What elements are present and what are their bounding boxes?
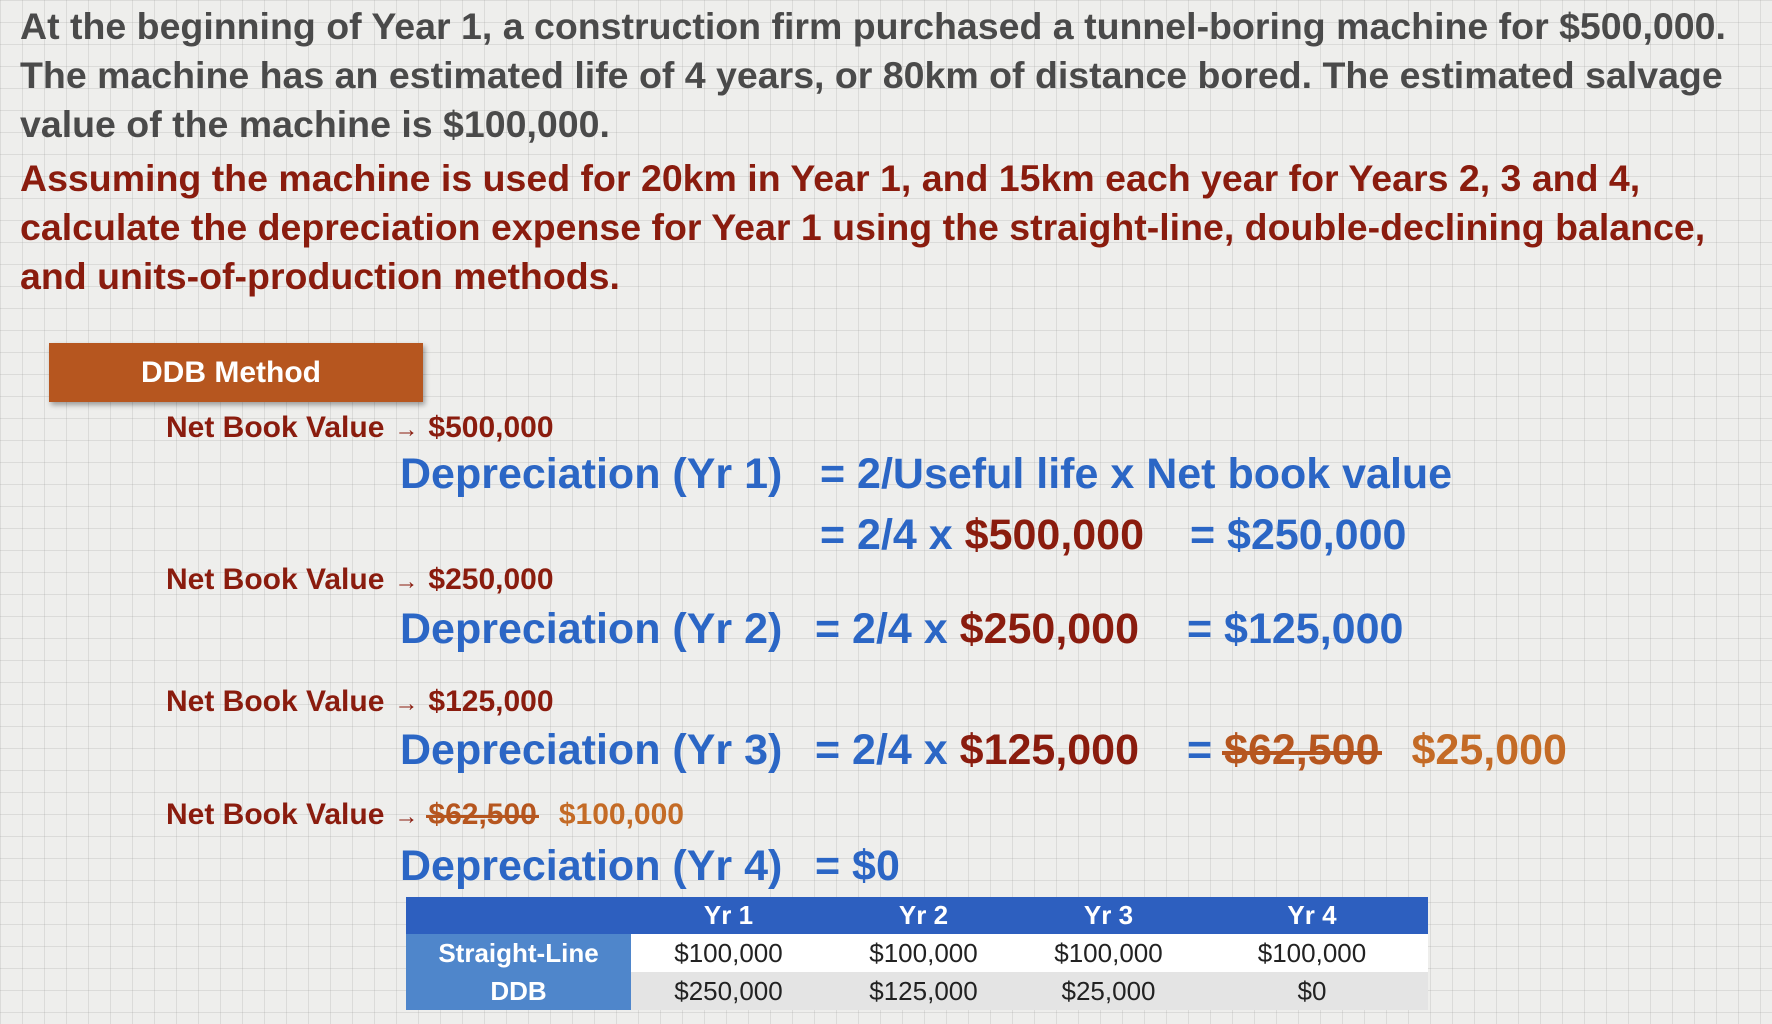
problem-statement: At the beginning of Year 1, a constructi… (20, 5, 1726, 145)
table-cell: $25,000 (1021, 972, 1196, 1010)
depreciation-yr1-lhs: Depreciation (Yr 1) (400, 450, 783, 498)
calc-amount: $125,000 (959, 726, 1140, 774)
table-header-row: Yr 1 Yr 2 Yr 3 Yr 4 (406, 897, 1428, 934)
corrected-result: $25,000 (1411, 726, 1567, 774)
depreciation-yr1-calc: = 2/4 x $500,000 (820, 509, 1144, 561)
table-header-cell: Yr 3 (1021, 897, 1196, 934)
table-row: DDB $250,000 $125,000 $25,000 $0 (406, 972, 1428, 1010)
row-label: DDB (406, 972, 631, 1010)
depreciation-yr4-lhs: Depreciation (Yr 4) (400, 842, 783, 890)
nbv-label: Net Book Value (166, 685, 385, 718)
net-book-value-yr4: Net Book Value → $62,500 $100,000 (166, 795, 684, 837)
nbv-label: Net Book Value (166, 563, 385, 596)
depreciation-yr3-lhs: Depreciation (Yr 3) (400, 726, 783, 774)
net-book-value-yr1: Net Book Value → $500,000 (166, 408, 554, 450)
net-book-value-yr2: Net Book Value → $250,000 (166, 560, 554, 602)
table-header-cell: Yr 4 (1196, 897, 1428, 934)
question-statement: Assuming the machine is used for 20km in… (20, 157, 1706, 297)
right-arrow-icon: → (394, 416, 419, 443)
calc-amount: $250,000 (959, 605, 1140, 653)
calc-prefix: = 2/4 x (815, 726, 960, 774)
method-tag: DDB Method (49, 343, 423, 402)
depreciation-yr2-lhs: Depreciation (Yr 2) (400, 605, 783, 653)
depreciation-yr1-result: = $250,000 (1190, 511, 1407, 559)
depreciation-yr2-result: = $125,000 (1187, 605, 1404, 653)
calc-prefix: = 2/4 x (815, 605, 960, 653)
corrected-nbv-amount: $100,000 (558, 798, 684, 831)
result-prefix: = (1187, 726, 1225, 774)
depreciation-yr3-calc: = 2/4 x $125,000 (815, 724, 1139, 776)
struck-nbv-amount: $62,500 (428, 798, 537, 831)
table-header-cell (406, 897, 631, 934)
nbv-amount: $125,000 (428, 685, 554, 718)
depreciation-yr2-calc: = 2/4 x $250,000 (815, 603, 1139, 655)
table-cell: $125,000 (826, 972, 1021, 1010)
struck-result: $62,500 (1224, 726, 1380, 774)
table-row: Straight-Line $100,000 $100,000 $100,000… (406, 934, 1428, 972)
right-arrow-icon: → (394, 568, 419, 595)
calc-amount: $500,000 (964, 511, 1145, 559)
table-header-cell: Yr 2 (826, 897, 1021, 934)
nbv-label: Net Book Value (166, 798, 385, 831)
table-cell: $100,000 (1196, 934, 1428, 972)
depreciation-yr4-result: = $0 (815, 842, 900, 890)
row-label: Straight-Line (406, 934, 631, 972)
depreciation-summary-table: Yr 1 Yr 2 Yr 3 Yr 4 Straight-Line $100,0… (406, 897, 1428, 1010)
depreciation-yr1-formula: = 2/Useful life x Net book value (820, 450, 1453, 498)
table-cell: $0 (1196, 972, 1428, 1010)
nbv-amount: $500,000 (428, 411, 554, 444)
table-cell: $100,000 (1021, 934, 1196, 972)
table-cell: $100,000 (826, 934, 1021, 972)
right-arrow-icon: → (394, 803, 419, 830)
table-cell: $100,000 (631, 934, 826, 972)
right-arrow-icon: → (394, 690, 419, 717)
nbv-label: Net Book Value (166, 411, 385, 444)
calc-prefix: = 2/4 x (820, 511, 965, 559)
net-book-value-yr3: Net Book Value → $125,000 (166, 682, 554, 724)
table-cell: $250,000 (631, 972, 826, 1010)
table-header-cell: Yr 1 (631, 897, 826, 934)
depreciation-yr3-result: = $62,500 $25,000 (1187, 724, 1567, 776)
nbv-amount: $250,000 (428, 563, 554, 596)
